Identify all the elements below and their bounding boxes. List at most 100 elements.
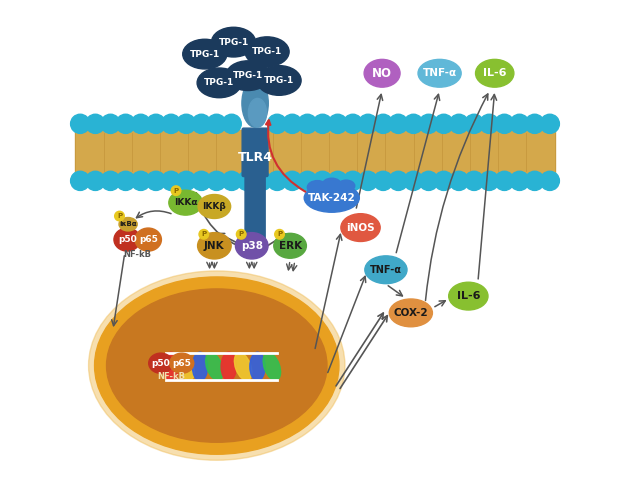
Circle shape xyxy=(131,114,151,134)
Ellipse shape xyxy=(199,229,209,239)
Circle shape xyxy=(541,114,559,134)
Ellipse shape xyxy=(234,353,252,380)
Circle shape xyxy=(495,114,514,134)
Ellipse shape xyxy=(205,353,223,380)
Circle shape xyxy=(389,114,408,134)
Ellipse shape xyxy=(242,79,268,127)
Circle shape xyxy=(131,171,151,190)
Circle shape xyxy=(146,114,166,134)
Circle shape xyxy=(374,171,392,190)
Circle shape xyxy=(71,114,89,134)
Circle shape xyxy=(404,114,423,134)
Circle shape xyxy=(434,171,454,190)
Text: TLR4: TLR4 xyxy=(238,151,273,163)
Text: P: P xyxy=(173,187,178,194)
Circle shape xyxy=(101,114,120,134)
Circle shape xyxy=(192,171,211,190)
Ellipse shape xyxy=(418,59,461,87)
Circle shape xyxy=(192,114,211,134)
Text: p38: p38 xyxy=(241,241,263,251)
Circle shape xyxy=(146,171,166,190)
Text: JNK: JNK xyxy=(204,241,225,251)
Ellipse shape xyxy=(476,59,514,87)
Circle shape xyxy=(313,171,332,190)
Text: NO: NO xyxy=(372,67,392,80)
Ellipse shape xyxy=(236,229,246,239)
Circle shape xyxy=(222,114,241,134)
Circle shape xyxy=(176,114,196,134)
Ellipse shape xyxy=(135,228,161,251)
Circle shape xyxy=(464,171,484,190)
Text: TPG-1: TPG-1 xyxy=(232,71,263,80)
Ellipse shape xyxy=(212,27,256,57)
Circle shape xyxy=(116,114,135,134)
Text: p65: p65 xyxy=(139,235,158,244)
Ellipse shape xyxy=(198,195,231,218)
Circle shape xyxy=(343,114,362,134)
Circle shape xyxy=(343,171,362,190)
Ellipse shape xyxy=(248,98,266,127)
Circle shape xyxy=(161,114,181,134)
Ellipse shape xyxy=(226,61,270,91)
Circle shape xyxy=(207,171,226,190)
Text: P: P xyxy=(117,213,122,219)
Circle shape xyxy=(434,114,454,134)
Circle shape xyxy=(298,114,317,134)
Ellipse shape xyxy=(307,181,328,194)
Text: iNOS: iNOS xyxy=(346,223,375,233)
Text: p65: p65 xyxy=(173,359,192,368)
Circle shape xyxy=(449,171,469,190)
Circle shape xyxy=(207,114,226,134)
Ellipse shape xyxy=(221,352,236,381)
Circle shape xyxy=(328,171,347,190)
Ellipse shape xyxy=(89,271,345,460)
Text: P: P xyxy=(201,231,207,237)
Ellipse shape xyxy=(389,299,432,327)
Circle shape xyxy=(268,114,287,134)
Ellipse shape xyxy=(236,233,268,259)
Circle shape xyxy=(238,171,256,190)
Circle shape xyxy=(404,171,423,190)
Ellipse shape xyxy=(323,178,341,191)
Circle shape xyxy=(419,114,438,134)
Circle shape xyxy=(283,114,302,134)
Circle shape xyxy=(510,114,529,134)
Circle shape xyxy=(389,171,408,190)
Ellipse shape xyxy=(263,353,280,380)
Circle shape xyxy=(86,114,105,134)
Ellipse shape xyxy=(170,353,194,373)
Circle shape xyxy=(268,171,287,190)
Text: IKKβ: IKKβ xyxy=(202,202,226,211)
Text: TPG-1: TPG-1 xyxy=(190,50,220,59)
Ellipse shape xyxy=(245,37,289,67)
Ellipse shape xyxy=(119,217,137,231)
Text: TAK-242: TAK-242 xyxy=(308,193,356,203)
Circle shape xyxy=(253,171,272,190)
Ellipse shape xyxy=(198,233,231,259)
Text: COX-2: COX-2 xyxy=(394,308,428,318)
Text: P: P xyxy=(277,231,282,237)
Ellipse shape xyxy=(257,66,301,95)
Text: P: P xyxy=(239,231,244,237)
Circle shape xyxy=(161,171,181,190)
Circle shape xyxy=(374,114,392,134)
Bar xyxy=(76,130,554,175)
Circle shape xyxy=(464,114,484,134)
Ellipse shape xyxy=(364,59,400,87)
Text: IκBα: IκBα xyxy=(119,221,137,227)
Text: p50: p50 xyxy=(118,235,137,244)
Text: TNF-α: TNF-α xyxy=(370,265,402,275)
Ellipse shape xyxy=(115,211,124,221)
Text: NF-kB: NF-kB xyxy=(123,250,152,259)
Circle shape xyxy=(525,114,544,134)
Circle shape xyxy=(495,171,514,190)
Ellipse shape xyxy=(177,353,194,380)
Circle shape xyxy=(328,114,347,134)
FancyBboxPatch shape xyxy=(242,128,268,176)
Ellipse shape xyxy=(114,228,140,251)
Circle shape xyxy=(71,171,89,190)
Text: TNF-α: TNF-α xyxy=(423,68,457,78)
Ellipse shape xyxy=(304,184,359,212)
Circle shape xyxy=(479,114,499,134)
Ellipse shape xyxy=(171,186,181,196)
